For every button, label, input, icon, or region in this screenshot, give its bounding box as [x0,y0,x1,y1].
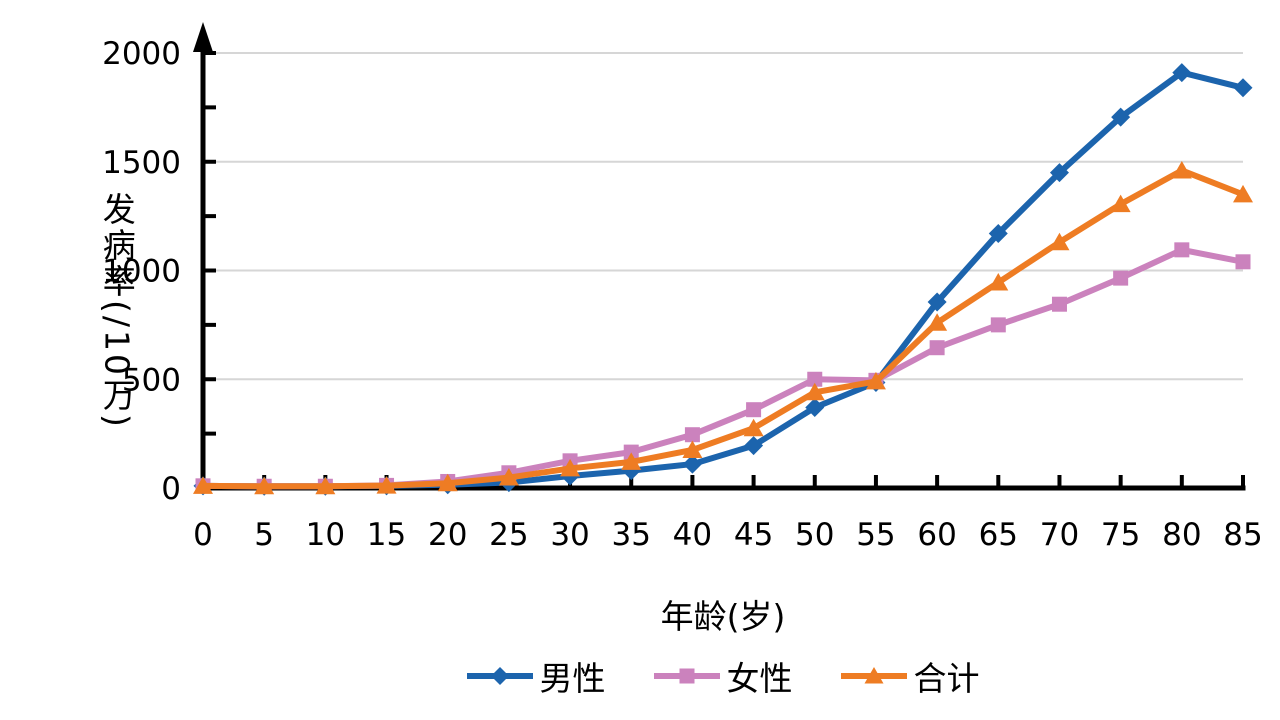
x-tick-label: 5 [254,517,274,553]
x-tick-label: 50 [795,517,834,553]
y-axis-arrow-icon [193,22,213,52]
x-tick-label: 60 [917,517,956,553]
data-point-marker [1049,163,1069,183]
legend-label-male: 男性 [539,659,606,698]
x-tick-label: 10 [306,517,345,553]
x-tick-label: 80 [1162,517,1201,553]
data-point-marker [746,402,762,418]
data-point-marker [1235,254,1251,270]
legend-label-female: 女性 [726,659,793,698]
x-axis-title: 年龄(岁) [660,597,786,636]
gridlines [203,52,1243,381]
data-point-marker [437,473,458,492]
series-male [193,63,1253,496]
data-point-marker [1233,184,1253,203]
data-point-marker [807,371,823,387]
data-point-marker [988,272,1009,291]
data-point-marker [1113,270,1129,286]
data-point-marker [623,444,639,460]
data-point-marker [744,436,764,456]
x-tick-label: 0 [193,517,213,553]
x-tick-label: 25 [489,517,528,553]
data-point-marker [560,458,581,477]
data-point-marker [1049,232,1070,251]
data-point-marker [376,476,397,494]
series-line-total [200,167,1246,490]
x-tick-label: 40 [673,517,712,553]
legend-item-total: 合计 [840,652,980,700]
data-point-marker [743,418,764,437]
y-tick-label: 1500 [102,145,181,181]
square-swatch-icon [653,668,720,684]
legend-label-total: 合计 [913,659,980,698]
tick-labels: 0 500 1000 1500 2000 0 5 10 15 20 25 30 35 40 45 50 55 60… [102,36,1263,553]
data-point-marker [1111,107,1131,127]
series-total [193,160,1253,495]
y-axis-title: 发病率(/10万) [97,192,137,430]
x-tick-label: 65 [979,517,1018,553]
data-point-marker [684,427,700,443]
data-point-marker [1051,296,1067,312]
data-point-marker [682,440,703,458]
triangle-swatch-icon [840,667,907,684]
data-point-marker [990,317,1006,333]
x-tick-label: 55 [856,517,895,553]
data-point-marker [805,398,825,418]
y-tick-label: 1000 [102,254,181,290]
data-point-marker [1174,242,1190,258]
data-point-marker [621,452,642,470]
x-tick-label: 35 [612,517,651,553]
y-tick-label: 500 [122,362,181,398]
data-point-marker [1233,78,1253,98]
data-point-marker [865,371,886,390]
axes [193,22,1246,491]
data-point-marker [988,224,1008,244]
data-point-marker [193,476,213,494]
data-point-marker [498,468,519,486]
y-tick-label: 0 [161,471,181,507]
y-tick-label: 2000 [102,36,181,72]
data-point-marker [315,476,336,495]
data-point-marker [927,313,948,331]
x-tick-label: 70 [1040,517,1079,553]
legend-item-male: 男性 [466,652,606,700]
x-tick-label: 75 [1101,517,1140,553]
x-tick-label: 20 [428,517,467,553]
x-tick-label: 45 [734,517,773,553]
data-point-marker [927,292,947,312]
data-point-marker [804,382,825,401]
series-line-female [200,246,1246,490]
data-point-marker [1172,63,1192,83]
legend: 男性 女性 合计 [203,652,1243,700]
diamond-swatch-icon [466,667,533,685]
data-point-marker [682,454,702,474]
x-tick-label: 85 [1223,517,1262,553]
data-point-marker [1171,160,1192,179]
data-point-marker [1110,194,1131,213]
data-point-marker [254,476,275,495]
x-tick-label: 30 [550,517,589,553]
data-point-marker [929,340,945,356]
x-tick-label: 15 [367,517,406,553]
legend-item-female: 女性 [653,652,793,700]
